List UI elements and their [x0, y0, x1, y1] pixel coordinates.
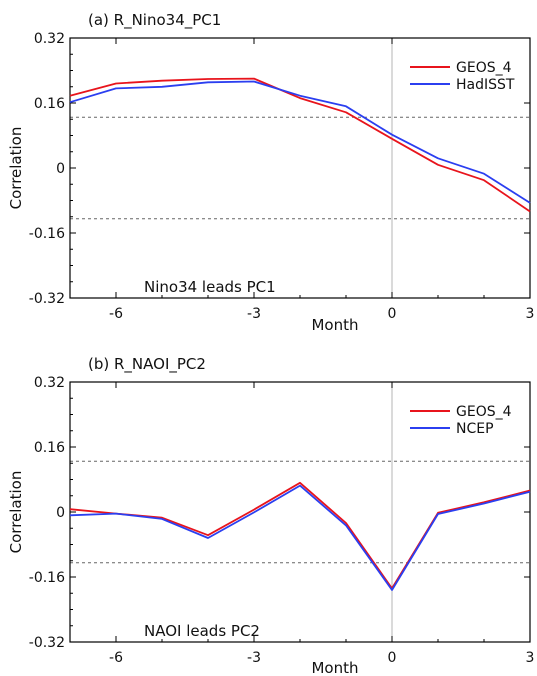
x-tick-label: -3 — [247, 650, 261, 666]
x-tick-label: -6 — [109, 306, 123, 322]
y-axis-label: Correlation — [7, 471, 25, 554]
legend-label: HadISST — [456, 77, 515, 93]
x-tick-label: -3 — [247, 306, 261, 322]
y-tick-label: -0.32 — [29, 291, 65, 307]
panel-title-a: (a) R_Nino34_PC1 — [88, 11, 221, 30]
annotation-text: Nino34 leads PC1 — [144, 278, 276, 296]
legend-label: NCEP — [456, 421, 494, 437]
y-tick-label: 0.16 — [34, 96, 65, 112]
legend-label: GEOS_4 — [456, 60, 512, 76]
y-tick-label: 0.16 — [34, 440, 65, 456]
panel-b: (b) R_NAOI_PC2 -0.32 -0.16 0 0.16 0.32 -6 -3 0 3 G… — [7, 355, 534, 676]
panel-title-b: (b) R_NAOI_PC2 — [88, 355, 206, 374]
series-line-ncep — [69, 484, 531, 591]
x-axis-label: Month — [311, 316, 358, 334]
x-tick-label: 3 — [526, 306, 535, 322]
series-line-geos-4 — [69, 77, 531, 213]
y-tick-label: -0.16 — [29, 570, 65, 586]
y-tick-label: 0.32 — [34, 375, 65, 391]
x-tick-label: 0 — [388, 650, 397, 666]
annotation-text: NAOI leads PC2 — [144, 622, 260, 640]
y-tick-label: -0.16 — [29, 226, 65, 242]
panel-a: (a) R_Nino34_PC1 -0.32 -0.16 0 0.16 0.32 -6 -3 0… — [7, 11, 534, 334]
y-tick-label: 0 — [56, 161, 65, 177]
series-line-geos-4 — [69, 481, 531, 590]
x-tick-label: -6 — [109, 650, 123, 666]
x-axis-label: Month — [311, 659, 358, 676]
y-tick-label: 0 — [56, 505, 65, 521]
y-axis-label: Correlation — [7, 127, 25, 210]
series-line-hadisst — [69, 80, 531, 204]
legend-label: GEOS_4 — [456, 404, 512, 420]
x-tick-label: 3 — [526, 650, 535, 666]
x-tick-label: 0 — [388, 306, 397, 322]
y-tick-label: 0.32 — [34, 31, 65, 47]
y-tick-label: -0.32 — [29, 635, 65, 651]
